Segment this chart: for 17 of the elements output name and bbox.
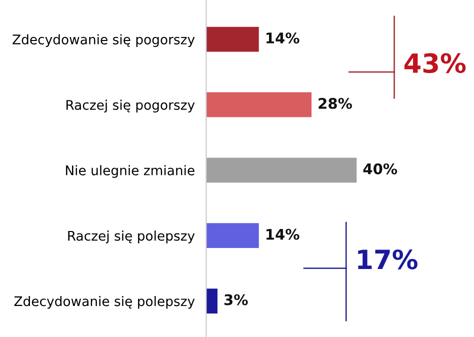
data-label: 3%	[224, 294, 248, 306]
y-tick-label: Nie ulegnie zmianie	[66, 165, 194, 178]
bar	[206, 288, 218, 314]
bar	[206, 223, 259, 248]
y-tick-label: Raczej się pogorszy	[66, 100, 195, 112]
bar	[206, 92, 312, 118]
bar	[206, 26, 259, 52]
data-label: 28%	[318, 98, 352, 109]
text: 17%	[358, 249, 418, 270]
text: 43%	[404, 53, 466, 74]
bar	[206, 158, 357, 183]
data-label: 14%	[266, 32, 300, 44]
y-tick-label: Zdecydowanie się pogorszy	[12, 34, 195, 48]
y-tick-label: Raczej się polepszy	[68, 230, 195, 244]
y-tick-label: Zdecydowanie się polepszy	[14, 296, 195, 309]
data-label: 14%	[266, 228, 300, 240]
data-label: 40%	[363, 163, 398, 174]
